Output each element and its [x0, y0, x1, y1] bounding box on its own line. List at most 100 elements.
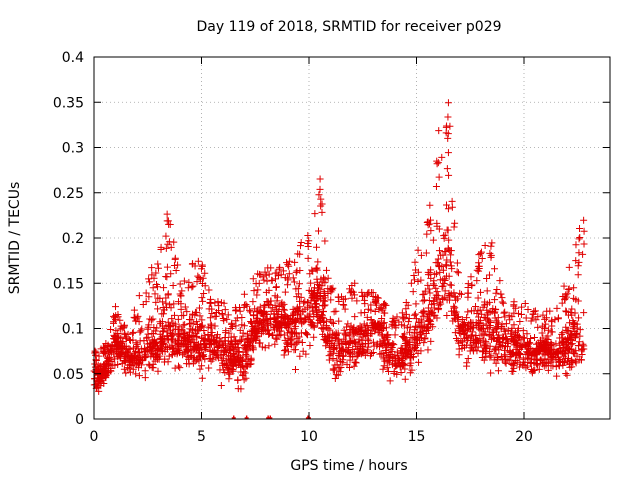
data-point — [451, 292, 459, 300]
data-point — [166, 301, 174, 309]
data-point — [312, 265, 320, 273]
data-point — [351, 313, 359, 321]
data-point — [129, 365, 137, 373]
data-point — [363, 313, 371, 321]
data-point — [211, 312, 219, 320]
data-point — [257, 308, 265, 316]
data-point — [299, 347, 307, 355]
data-point — [492, 350, 500, 358]
data-point — [528, 350, 536, 358]
data-point — [295, 280, 303, 288]
data-point — [424, 304, 432, 312]
data-point — [244, 360, 252, 368]
data-point — [544, 335, 552, 343]
x-axis-title: GPS time / hours — [290, 458, 407, 474]
data-point — [240, 303, 248, 311]
data-point — [341, 295, 349, 303]
data-point — [478, 255, 486, 263]
data-point — [209, 355, 217, 363]
data-point — [213, 343, 221, 351]
data-point — [451, 219, 459, 227]
data-point — [191, 339, 199, 346]
data-point — [279, 267, 287, 275]
data-point — [158, 322, 166, 330]
data-point — [501, 351, 509, 359]
data-point — [129, 328, 137, 336]
data-point — [150, 339, 158, 347]
data-point — [404, 301, 412, 309]
data-point — [394, 351, 402, 359]
data-point — [292, 340, 300, 348]
y-tick-label: 0.3 — [62, 141, 84, 157]
data-point — [214, 354, 222, 362]
data-point — [517, 351, 525, 359]
data-point — [320, 336, 328, 344]
data-point — [483, 306, 491, 314]
data-point — [249, 346, 257, 354]
data-point — [492, 289, 500, 297]
data-point — [166, 221, 174, 229]
data-point — [177, 292, 185, 300]
data-point — [216, 335, 224, 343]
data-point — [320, 302, 328, 310]
data-point — [284, 276, 292, 284]
data-point — [579, 250, 587, 258]
data-point — [156, 330, 164, 338]
data-point — [184, 339, 192, 347]
data-point — [262, 326, 270, 334]
data-point — [565, 285, 573, 293]
data-point — [487, 251, 495, 259]
data-point — [560, 359, 568, 367]
data-point — [412, 315, 420, 323]
data-point — [470, 347, 478, 355]
data-point — [365, 337, 373, 345]
data-point — [459, 328, 467, 336]
data-point — [125, 356, 133, 364]
data-point — [360, 347, 368, 355]
grid-lines — [94, 57, 610, 419]
data-point — [292, 285, 300, 293]
data-point — [542, 320, 550, 328]
data-point — [487, 352, 495, 360]
data-point — [443, 201, 451, 209]
data-point — [414, 246, 422, 254]
data-point — [442, 123, 450, 131]
data-point — [541, 315, 549, 323]
data-point — [388, 317, 396, 325]
data-point — [130, 306, 138, 314]
data-point — [152, 269, 160, 277]
data-point — [474, 336, 482, 344]
data-point — [380, 319, 388, 327]
data-point — [516, 345, 524, 353]
data-point — [454, 269, 462, 277]
data-point — [347, 350, 355, 358]
data-point — [488, 239, 496, 247]
data-point — [553, 304, 561, 312]
data-point — [345, 332, 353, 340]
data-point — [252, 280, 260, 288]
data-point — [563, 290, 571, 298]
data-point — [420, 324, 428, 332]
data-point — [467, 273, 475, 281]
data-point — [475, 319, 483, 327]
data-point — [148, 271, 156, 279]
data-point — [134, 312, 142, 320]
data-point — [570, 334, 578, 342]
data-point — [112, 312, 120, 320]
data-point — [279, 305, 287, 313]
data-point — [263, 317, 271, 325]
data-point — [528, 368, 536, 375]
data-point — [447, 251, 455, 259]
data-point — [156, 346, 164, 354]
data-point — [296, 242, 304, 250]
data-point — [271, 301, 279, 309]
data-point — [534, 323, 542, 331]
data-point — [139, 356, 147, 364]
data-point — [135, 372, 143, 380]
data-point — [552, 356, 560, 364]
data-point — [224, 311, 232, 319]
data-point — [417, 251, 425, 259]
data-point — [145, 278, 153, 286]
data-point — [295, 333, 303, 341]
data-point — [304, 312, 312, 320]
